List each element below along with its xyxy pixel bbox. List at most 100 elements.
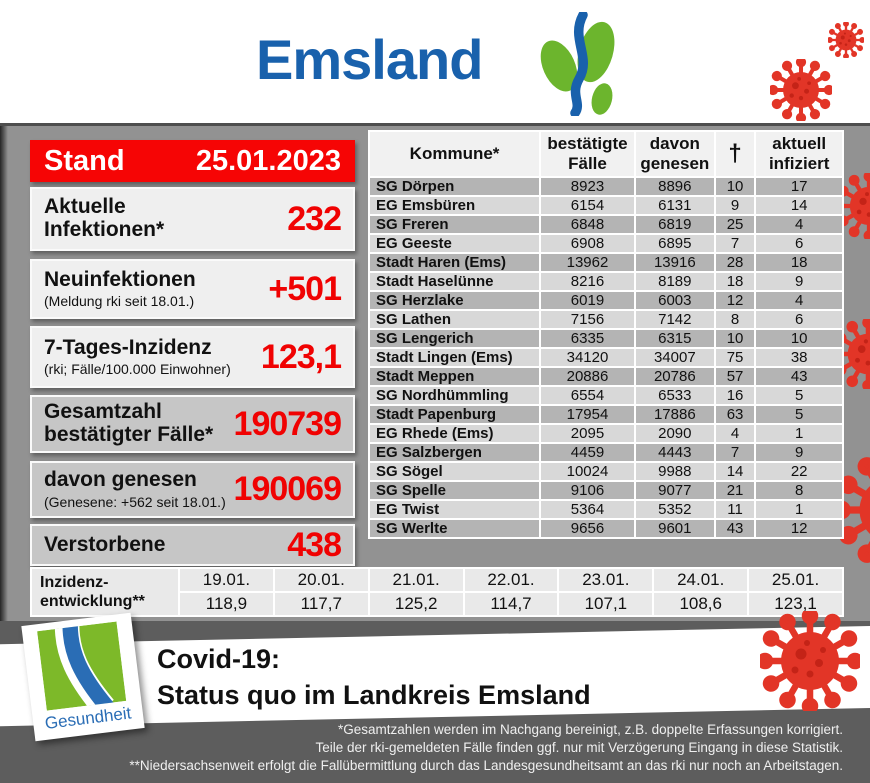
confirmed-cases: 34120	[539, 347, 636, 368]
recovered: 2090	[633, 423, 716, 444]
confirmed-cases: 6848	[539, 214, 636, 235]
table-row: SG Sögel 10024 9988 14 22	[367, 461, 844, 482]
confirmed-cases: 5364	[539, 499, 636, 520]
incidence-value: 123,1	[749, 593, 842, 615]
kommune-name: Stadt Papenburg	[367, 404, 542, 425]
virus-icon	[760, 611, 860, 711]
recovered: 34007	[633, 347, 716, 368]
title-line-1: Covid-19:	[157, 644, 281, 674]
table-row: SG Lathen 7156 7142 8 6	[367, 309, 844, 330]
stat-box-neuinfektionen: Neuinfektionen (Meldung rki seit 18.01.)…	[30, 259, 355, 319]
kommune-name: Stadt Haselünne	[367, 271, 542, 292]
recovered: 13916	[633, 252, 716, 273]
table-row: SG Werlte 9656 9601 43 12	[367, 518, 844, 539]
table-row: Stadt Haselünne 8216 8189 18 9	[367, 271, 844, 292]
deaths: 18	[713, 271, 757, 292]
kommune-name: SG Herzlake	[367, 290, 542, 311]
recovered: 20786	[633, 366, 716, 387]
kommune-name: EG Geeste	[367, 233, 542, 254]
table-row: EG Rhede (Ems) 2095 2090 4 1	[367, 423, 844, 444]
table-row: Stadt Lingen (Ems) 34120 34007 75 38	[367, 347, 844, 368]
col-header-kommune: Kommune*	[367, 130, 542, 178]
recovered: 8189	[633, 271, 716, 292]
kommune-name: EG Emsbüren	[367, 195, 542, 216]
incidence-date: 21.01.	[369, 569, 463, 591]
recovered: 6819	[633, 214, 716, 235]
deaths: 10	[713, 176, 757, 197]
recovered: 17886	[633, 404, 716, 425]
deaths: 21	[713, 480, 757, 501]
recovered: 8896	[633, 176, 716, 197]
kommune-name: SG Freren	[367, 214, 542, 235]
confirmed-cases: 20886	[539, 366, 636, 387]
stat-note: (Genesene: +562 seit 18.01.)	[44, 493, 226, 510]
table-row: Stadt Meppen 20886 20786 57 43	[367, 366, 844, 387]
stat-label: Verstorbene	[44, 532, 166, 556]
kommune-name: EG Rhede (Ems)	[367, 423, 542, 444]
kommune-name: SG Nordhümmling	[367, 385, 542, 406]
active-cases: 6	[754, 309, 844, 330]
emsland-leaf-icon	[540, 12, 615, 116]
active-cases: 17	[754, 176, 844, 197]
kommune-name: EG Salzbergen	[367, 442, 542, 463]
stand-date: 25.01.2023	[195, 144, 341, 177]
recovered: 5352	[633, 499, 716, 520]
footnote-2: Teile der rki-gemeldeten Fälle finden gg…	[315, 740, 843, 755]
stat-label: 7-Tages-Inzidenz	[44, 335, 212, 359]
footnote-3: **Niedersachsenweit erfolgt die Fallüber…	[129, 758, 843, 773]
table-row: SG Nordhümmling 6554 6533 16 5	[367, 385, 844, 406]
stat-box-7-tages-inzidenz: 7-Tages-Inzidenz (rki; Fälle/100.000 Ein…	[30, 326, 355, 388]
stand-label: Stand	[44, 144, 125, 177]
kommune-name: Stadt Lingen (Ems)	[367, 347, 542, 368]
active-cases: 4	[754, 290, 844, 311]
confirmed-cases: 4459	[539, 442, 636, 463]
deaths: 28	[713, 252, 757, 273]
kommune-table: Kommune* bestätigte Fälle davon genesen …	[367, 130, 844, 539]
confirmed-cases: 7156	[539, 309, 636, 330]
active-cases: 22	[754, 461, 844, 482]
active-cases: 8	[754, 480, 844, 501]
deaths: 25	[713, 214, 757, 235]
deaths: 63	[713, 404, 757, 425]
deaths: 16	[713, 385, 757, 406]
confirmed-cases: 6554	[539, 385, 636, 406]
active-cases: 9	[754, 271, 844, 292]
confirmed-cases: 2095	[539, 423, 636, 444]
kommune-name: SG Spelle	[367, 480, 542, 501]
stat-label: Gesamtzahl bestätigter Fälle*	[44, 400, 214, 446]
col-header-deaths-cross: †	[713, 130, 757, 178]
table-row: Stadt Papenburg 17954 17886 63 5	[367, 404, 844, 425]
incidence-date: 24.01.	[654, 569, 748, 591]
table-row: EG Emsbüren 6154 6131 9 14	[367, 195, 844, 216]
incidence-value: 114,7	[464, 593, 558, 615]
stat-box-gesamtzahl: Gesamtzahl bestätigter Fälle* 190739	[30, 395, 355, 453]
stat-note: (rki; Fälle/100.000 Einwohner)	[44, 361, 231, 378]
recovered: 9601	[633, 518, 716, 539]
kommune-name: SG Werlte	[367, 518, 542, 539]
table-row: EG Salzbergen 4459 4443 7 9	[367, 442, 844, 463]
deaths: 7	[713, 233, 757, 254]
deaths: 10	[713, 328, 757, 349]
bottom-section: Covid-19: Status quo im Landkreis Emslan…	[0, 621, 870, 783]
recovered: 6003	[633, 290, 716, 311]
kommune-name: SG Lengerich	[367, 328, 542, 349]
active-cases: 5	[754, 385, 844, 406]
kommune-name: SG Sögel	[367, 461, 542, 482]
deaths: 57	[713, 366, 757, 387]
active-cases: 6	[754, 233, 844, 254]
active-cases: 12	[754, 518, 844, 539]
stat-note: (Meldung rki seit 18.01.)	[44, 293, 195, 310]
recovered: 6533	[633, 385, 716, 406]
incidence-value: 118,9	[180, 593, 273, 615]
confirmed-cases: 8923	[539, 176, 636, 197]
incidence-grid: Inzidenz- entwicklung** 19.01. 20.01. 21.0…	[30, 567, 844, 617]
confirmed-cases: 6908	[539, 233, 636, 254]
recovered: 9988	[633, 461, 716, 482]
stat-box-verstorbene: Verstorbene 438	[30, 524, 355, 566]
table-row: SG Spelle 9106 9077 21 8	[367, 480, 844, 501]
incidence-date: 19.01.	[180, 569, 273, 591]
confirmed-cases: 9106	[539, 480, 636, 501]
table-row: EG Twist 5364 5352 11 1	[367, 499, 844, 520]
incidence-value: 108,6	[654, 593, 748, 615]
